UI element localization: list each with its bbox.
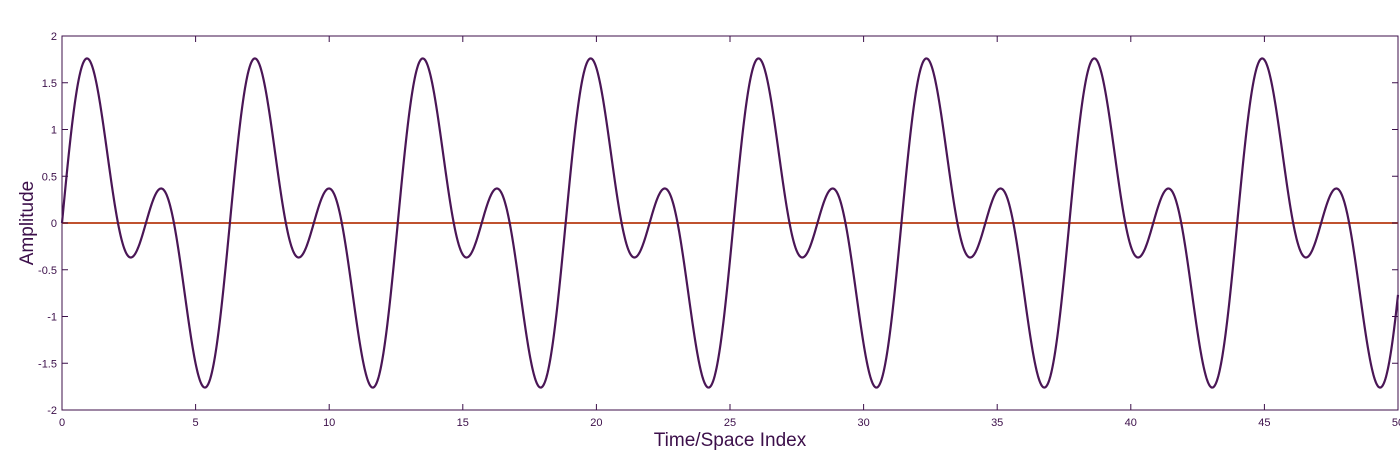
x-tick-label: 25 [724, 417, 736, 429]
x-tick-label: 40 [1125, 417, 1137, 429]
x-tick-label: 30 [857, 417, 869, 429]
x-axis-label: Time/Space Index [654, 430, 807, 451]
x-tick-label: 20 [590, 417, 602, 429]
x-tick-label: 45 [1258, 417, 1270, 429]
y-tick-label: 1.5 [42, 78, 57, 90]
x-tick-label: 5 [193, 417, 199, 429]
y-tick-label: -0.5 [38, 265, 57, 277]
y-tick-label: -1.5 [38, 358, 57, 370]
y-tick-label: -1 [47, 312, 57, 324]
x-tick-label: 10 [323, 417, 335, 429]
y-tick-label: 0 [51, 218, 57, 230]
x-tick-label: 15 [457, 417, 469, 429]
x-tick-label: 50 [1392, 417, 1400, 429]
x-tick-label: 0 [59, 417, 65, 429]
y-tick-label: -2 [47, 405, 57, 417]
x-tick-label: 35 [991, 417, 1003, 429]
y-tick-label: 1 [51, 125, 57, 137]
y-tick-label: 0.5 [42, 171, 57, 183]
y-tick-label: 2 [51, 31, 57, 43]
y-axis-label: Amplitude [17, 181, 38, 266]
